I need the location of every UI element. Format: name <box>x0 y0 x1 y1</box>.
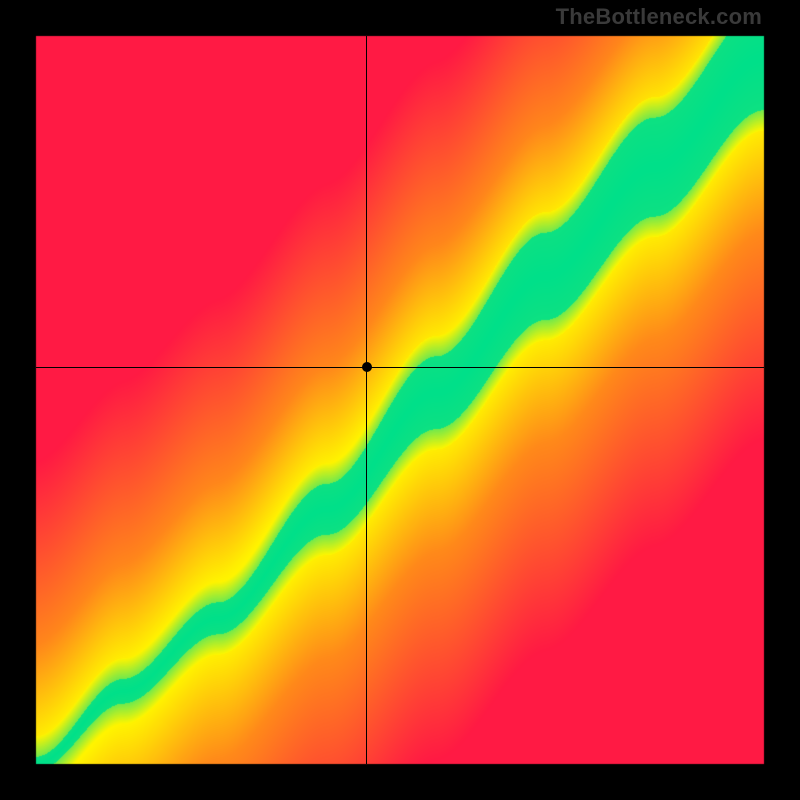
crosshair-horizontal <box>36 367 764 368</box>
crosshair-vertical <box>366 36 367 764</box>
heatmap-canvas <box>0 0 800 800</box>
chart-frame: TheBottleneck.com <box>0 0 800 800</box>
crosshair-marker <box>362 362 372 372</box>
watermark-text: TheBottleneck.com <box>556 4 762 30</box>
